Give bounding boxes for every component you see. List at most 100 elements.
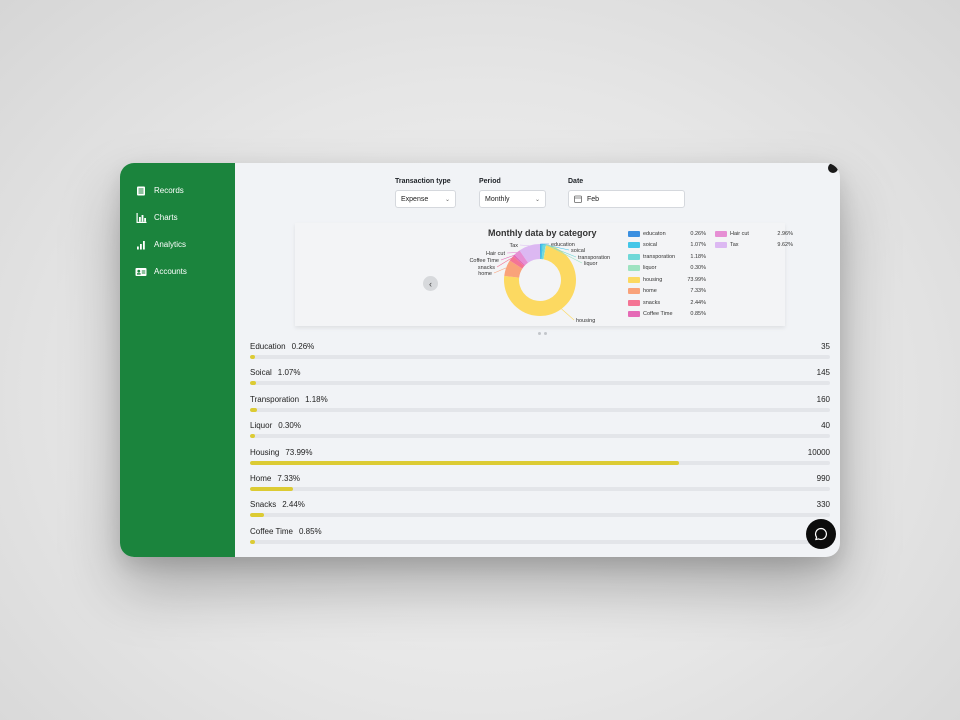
category-name: Snacks 2.44%: [250, 500, 305, 510]
date-picker[interactable]: Feb: [568, 190, 685, 208]
transaction-type-filter: Transaction type Expense ⌄: [395, 178, 457, 208]
legend-label: educaton: [643, 230, 666, 237]
legend-item[interactable]: transporation 1.18%: [628, 251, 706, 263]
carousel-dot[interactable]: [538, 332, 541, 335]
category-row[interactable]: Education 0.26% 35: [250, 341, 830, 367]
legend-item[interactable]: snacks 2.44%: [628, 297, 706, 309]
legend-item[interactable]: liquor 0.30%: [628, 263, 706, 275]
legend-percent: 1.18%: [690, 253, 706, 260]
legend-item[interactable]: housing 73.99%: [628, 274, 706, 286]
category-name: Education 0.26%: [250, 342, 315, 351]
sidebar-item-records[interactable]: Records: [120, 177, 235, 204]
progress-fill: [250, 355, 255, 359]
category-percent: 73.99%: [285, 447, 313, 457]
legend-item[interactable]: home 7.33%: [628, 286, 706, 298]
progress-fill: [250, 460, 680, 465]
legend-item[interactable]: soical 1.07%: [628, 240, 706, 252]
progress-track: [250, 539, 830, 544]
legend-swatch: [628, 299, 640, 306]
chevron-down-icon: ⌄: [444, 196, 450, 203]
donut-slice[interactable]: [540, 244, 541, 260]
chat-bubble-icon: [814, 527, 827, 541]
sidebar-item-analytics[interactable]: Analytics: [120, 231, 235, 258]
legend-item[interactable]: Hair cut 2.96%: [715, 228, 793, 240]
period-value: Monthly: [485, 195, 510, 203]
legend-item[interactable]: Tax 9.62%: [715, 240, 793, 252]
close-dot-icon[interactable]: [828, 163, 838, 173]
date-filter: Date Feb: [568, 178, 686, 208]
sidebar-item-charts[interactable]: Charts: [120, 204, 235, 231]
category-value: 990: [816, 473, 830, 483]
category-value: 330: [816, 500, 830, 510]
analytics-icon: [135, 239, 147, 251]
callout-label: soical: [571, 248, 585, 254]
main-content: Transaction type Expense ⌄ Period Monthl…: [235, 163, 840, 557]
callout-label: housing: [576, 318, 595, 324]
legend-percent: 73.99%: [687, 276, 706, 283]
carousel-dot[interactable]: [544, 332, 547, 335]
callout-line: [545, 244, 583, 264]
legend-label: housing: [643, 276, 663, 283]
legend-label: Hair cut: [730, 230, 749, 237]
category-name: Housing 73.99%: [250, 447, 313, 457]
category-value: 35: [821, 342, 830, 351]
donut-slice[interactable]: [504, 244, 576, 316]
sidebar-item-accounts[interactable]: Accounts: [120, 258, 235, 285]
category-value: 160: [816, 394, 830, 404]
legend-label: Coffee Time: [643, 311, 673, 318]
chevron-down-icon: ⌄: [534, 196, 540, 203]
legend-label: home: [643, 288, 657, 295]
prev-chart-button[interactable]: ‹: [423, 276, 438, 291]
donut-slice[interactable]: [543, 244, 547, 260]
bar-chart-icon: [135, 212, 147, 224]
legend-swatch: [628, 276, 640, 283]
legend-percent: 1.07%: [690, 242, 706, 249]
category-row[interactable]: Snacks 2.44% 330: [250, 499, 830, 525]
category-row[interactable]: Liquor 0.30% 40: [250, 420, 830, 446]
legend-label: transporation: [643, 253, 676, 260]
callout-line: [493, 267, 507, 274]
legend-label: liquor: [643, 265, 657, 272]
category-row[interactable]: Transporation 1.18% 160: [250, 394, 830, 420]
transaction-type-select[interactable]: Expense ⌄: [395, 190, 456, 208]
category-value: 10000: [807, 447, 830, 457]
legend-item[interactable]: educaton 0.26%: [628, 228, 706, 240]
legend-column-2: Hair cut 2.96% Tax 9.62%: [715, 228, 793, 251]
donut-slice[interactable]: [504, 260, 523, 278]
category-percent: 2.44%: [282, 500, 305, 510]
category-value: 40: [821, 421, 830, 431]
donut-slice[interactable]: [509, 256, 525, 269]
callout-label: Tax: [509, 243, 518, 249]
legend-percent: 9.62%: [777, 242, 793, 249]
callout-line: [561, 308, 575, 321]
transaction-type-label: Transaction type: [395, 178, 451, 185]
category-name: Transporation 1.18%: [250, 394, 328, 404]
chevron-left-icon: ‹: [429, 278, 432, 289]
legend-swatch: [628, 311, 640, 318]
callout-label: snacks: [478, 265, 495, 271]
donut-slice[interactable]: [513, 254, 526, 267]
chart-card: Monthly data by category education soical…: [295, 223, 793, 326]
category-name: Home 7.33%: [250, 473, 301, 483]
legend-percent: 2.96%: [777, 230, 793, 237]
callout-label: Coffee Time: [469, 258, 499, 264]
callout-label: home: [478, 271, 492, 277]
legend-percent: 2.44%: [690, 299, 706, 306]
donut-slice[interactable]: [519, 244, 540, 263]
chat-button[interactable]: [806, 519, 836, 549]
legend-swatch: [628, 242, 640, 249]
legend-percent: 0.30%: [690, 265, 706, 272]
sidebar-item-label: Charts: [154, 213, 178, 222]
donut-slice[interactable]: [541, 244, 546, 260]
period-select[interactable]: Monthly ⌄: [479, 190, 546, 208]
legend-item[interactable]: Coffee Time 0.85%: [628, 309, 706, 321]
donut-slice[interactable]: [514, 250, 529, 266]
donut-slice[interactable]: [540, 244, 544, 260]
category-row[interactable]: Housing 73.99% 10000: [250, 447, 830, 473]
category-row[interactable]: Soical 1.07% 145: [250, 367, 830, 393]
callout-label: education: [551, 242, 575, 248]
category-name: Coffee Time 0.85%: [250, 526, 322, 536]
category-row[interactable]: Home 7.33% 990: [250, 473, 830, 499]
